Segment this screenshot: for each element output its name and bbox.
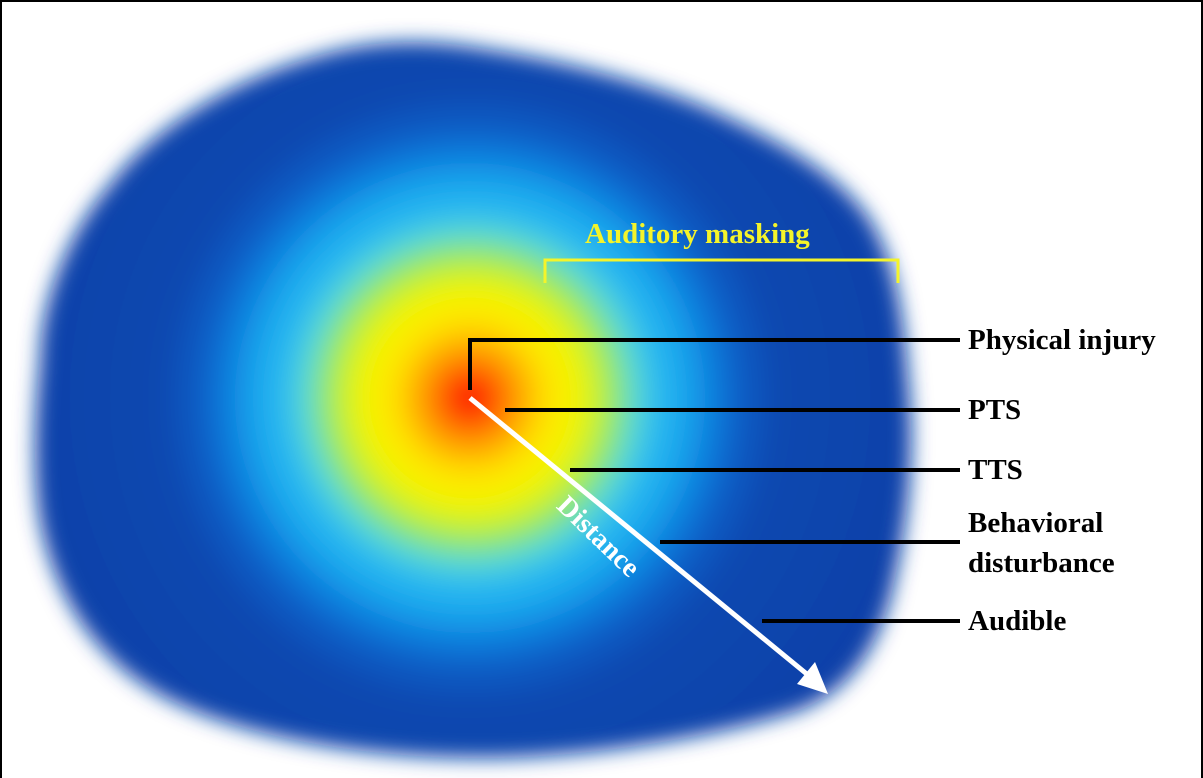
pts-label: PTS xyxy=(968,394,1022,426)
masking-bracket xyxy=(543,258,900,283)
behavioral-label-line2: disturbance xyxy=(968,547,1115,579)
physical-injury-leader xyxy=(468,338,960,390)
physical-injury-label: Physical injury xyxy=(968,324,1156,356)
distance-arrow-head xyxy=(797,662,828,694)
audible-label: Audible xyxy=(968,605,1067,637)
auditory-masking-label: Auditory masking xyxy=(585,218,810,250)
behavioral-label-line1: Behavioral xyxy=(968,507,1104,539)
tts-label: TTS xyxy=(968,454,1023,486)
distance-arrow-shaft xyxy=(468,396,810,677)
